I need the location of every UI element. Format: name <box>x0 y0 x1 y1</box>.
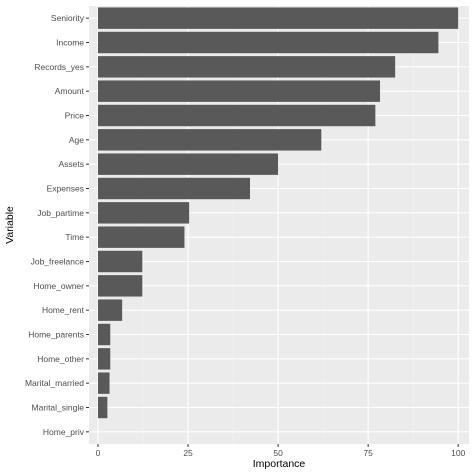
bar-home-owner <box>98 275 143 297</box>
y-tick-label: Job_freelance <box>31 257 85 267</box>
y-tick-label: Price <box>65 111 85 121</box>
y-tick-label: Income <box>56 38 84 48</box>
y-tick-label: Time <box>65 232 84 242</box>
bar-expenses <box>98 177 251 200</box>
y-tick-label: Marital_single <box>32 403 85 413</box>
y-axis: Seniority Income Records_yes Amount Price Age… <box>25 13 89 437</box>
bar-seniority <box>98 7 459 29</box>
bar-price <box>98 104 376 127</box>
x-tick-label: 75 <box>363 448 373 458</box>
y-tick-label: Age <box>69 135 84 145</box>
bar-home-rent <box>98 299 123 321</box>
y-tick-label: Records_yes <box>34 62 84 72</box>
bar-time <box>98 226 185 248</box>
bar-marital-single <box>98 396 108 419</box>
y-tick-label: Expenses <box>47 184 84 194</box>
y-axis-title: Variable <box>4 206 16 244</box>
x-tick-label: 25 <box>183 448 193 458</box>
y-tick-label: Home_parents <box>28 330 84 340</box>
bar-age <box>98 129 322 151</box>
bar-amount <box>98 80 381 102</box>
y-tick-label: Home_priv <box>43 427 85 437</box>
bar-marital-married <box>98 372 110 394</box>
bar-job-freelance <box>98 250 143 273</box>
x-axis: 0 25 50 75 100 <box>96 444 466 458</box>
bar-income <box>98 31 439 54</box>
y-tick-label: Home_rent <box>42 305 85 315</box>
y-tick-label: Assets <box>58 159 84 169</box>
x-tick-label: 100 <box>451 448 465 458</box>
bar-records-yes <box>98 56 396 78</box>
y-tick-label: Amount <box>55 86 85 96</box>
y-tick-label: Home_other <box>37 354 84 364</box>
plot-panel <box>89 6 469 444</box>
y-tick-label: Home_owner <box>33 281 84 291</box>
x-tick-label: 0 <box>96 448 101 458</box>
bar-assets <box>98 153 279 175</box>
y-tick-label: Seniority <box>51 13 85 23</box>
x-tick-label: 50 <box>273 448 283 458</box>
x-axis-title: Importance <box>253 458 306 470</box>
bar-home-parents <box>98 323 111 346</box>
bar-job-partime <box>98 202 190 224</box>
y-tick-label: Job_partime <box>37 208 84 218</box>
bar-home-other <box>98 348 111 370</box>
y-tick-label: Marital_married <box>25 378 84 388</box>
bars <box>98 7 459 419</box>
